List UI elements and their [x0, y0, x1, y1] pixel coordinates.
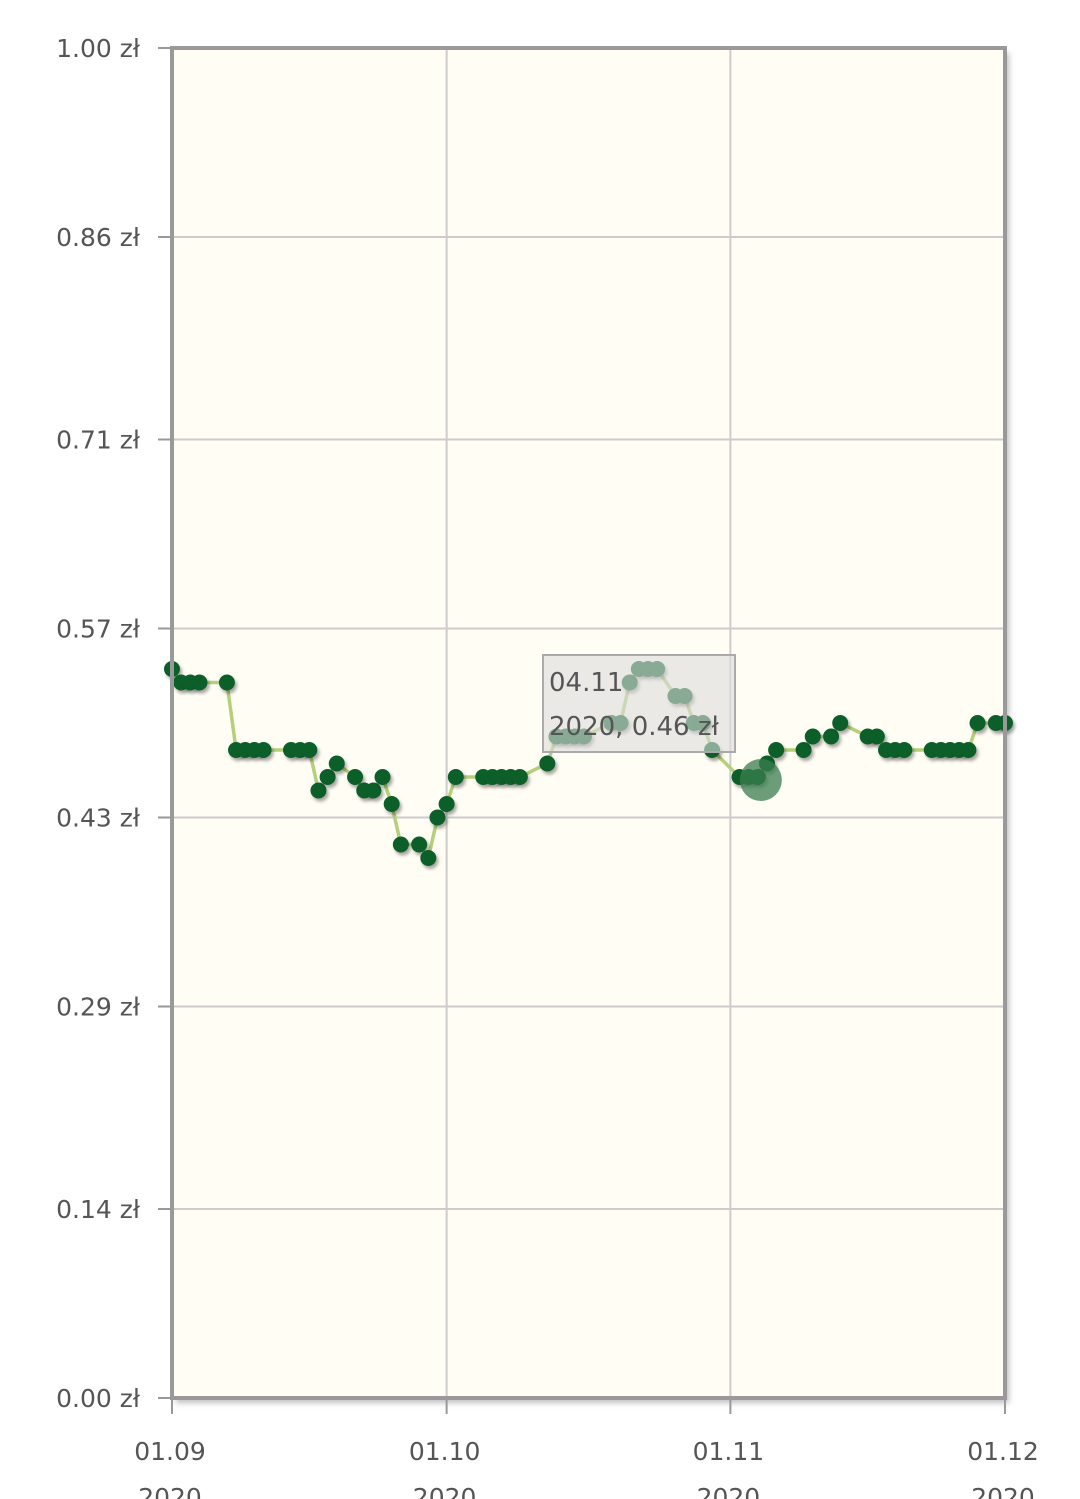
y-tick-label: 1.00 zł: [56, 34, 141, 63]
x-tick-label-date: 01.12: [967, 1437, 1039, 1466]
x-tick-label-date: 01.09: [134, 1437, 206, 1466]
data-point: [374, 769, 391, 785]
data-point: [795, 742, 812, 758]
tooltip-date: 04.11: [549, 668, 623, 698]
x-tick-label-year: 2020: [138, 1483, 202, 1499]
data-point: [438, 796, 455, 812]
y-tick-label: 0.14 zł: [56, 1195, 141, 1224]
highlighted-point[interactable]: [739, 759, 782, 801]
x-tick-label-year: 2020: [413, 1483, 477, 1499]
y-tick-label: 0.86 zł: [56, 223, 141, 252]
y-tick-label: 0.57 zł: [56, 615, 141, 644]
tooltip: 04.11 2020, 0.46 zł: [542, 654, 736, 753]
data-point: [429, 809, 446, 826]
y-tick-label: 0.43 zł: [56, 804, 141, 833]
data-point: [218, 674, 235, 691]
data-point: [832, 715, 849, 731]
data-point: [310, 782, 327, 799]
x-tick-label-year: 2020: [971, 1483, 1035, 1499]
data-point: [319, 769, 336, 785]
y-tick-label: 0.00 zł: [56, 1384, 141, 1413]
data-point: [365, 782, 382, 799]
data-point: [411, 836, 428, 853]
data-point: [511, 769, 528, 785]
data-point: [191, 674, 208, 691]
x-tick-label-date: 01.10: [409, 1437, 481, 1466]
y-tick-label: 0.29 zł: [56, 993, 141, 1022]
data-point: [539, 755, 556, 772]
data-point: [255, 742, 272, 758]
data-point: [768, 742, 785, 758]
data-point: [383, 796, 400, 812]
tooltip-box: [542, 654, 736, 753]
tooltip-value: 2020, 0.46 zł: [549, 712, 720, 742]
x-tick-label-year: 2020: [697, 1483, 761, 1499]
data-point: [868, 728, 885, 745]
data-point: [420, 850, 437, 866]
y-axis: 0.00 zł 0.14 zł 0.29 zł 0.43 zł 0.57 zł 0.71 …: [56, 34, 172, 1413]
y-tick-label: 0.71 zł: [56, 426, 141, 455]
data-point: [328, 755, 345, 772]
data-point: [301, 742, 318, 758]
data-point: [823, 728, 840, 745]
data-point: [960, 742, 977, 758]
data-point: [804, 728, 821, 745]
data-point: [969, 715, 986, 731]
data-point: [392, 836, 409, 853]
x-tick-label-date: 01.11: [693, 1437, 765, 1466]
data-point: [896, 742, 913, 758]
data-point: [447, 769, 464, 785]
data-point: [347, 769, 364, 785]
x-axis: 01.09 2020 01.10 2020 01.11 2020 01.12 2020: [134, 1398, 1039, 1499]
plot-frame: [170, 46, 1007, 1400]
